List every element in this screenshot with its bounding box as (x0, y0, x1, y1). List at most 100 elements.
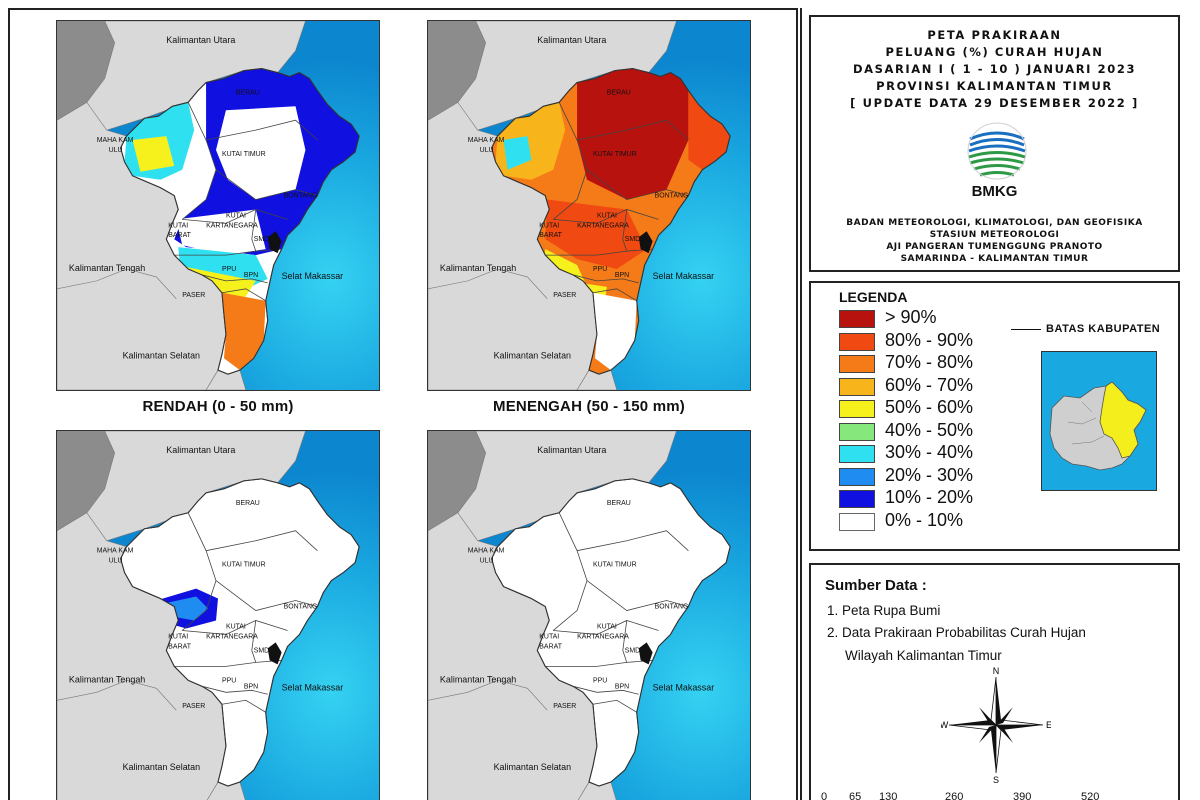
map-label-mahakam-ulu-1: MAHA KAM (97, 548, 134, 555)
district-boundary (182, 209, 288, 224)
title-panel: PETA PRAKIRAAN PELUANG (%) CURAH HUJAN D… (809, 15, 1180, 272)
map-label-bontang: BONTANG (284, 193, 318, 200)
legend-swatch (839, 490, 875, 508)
kaltim-outline (120, 68, 360, 375)
kaltim-outline (120, 478, 360, 787)
legend-swatch (839, 400, 875, 418)
district-boundary (586, 580, 689, 611)
district-boundary (553, 209, 659, 224)
scale-tick: 65 (849, 791, 862, 800)
district-boundary (576, 119, 689, 141)
scale-bar: 0 65 130 260 390 520 (819, 791, 1159, 800)
map-label-kutai-timur: KUTAI TIMUR (593, 562, 637, 569)
title-line-1: PETA PRAKIRAAN (927, 28, 1062, 42)
map-label-kalteng: Kalimantan Tengah (69, 674, 145, 684)
boundary-label: BATAS KABUPATEN (1046, 323, 1161, 335)
map-canvas: Kalimantan Utara BERAU MAHA KAM ULU KUTAI TI… (428, 431, 750, 800)
samarinda-delta (267, 642, 282, 665)
legend-swatch (839, 332, 875, 351)
map-rendah: Kalimantan Utara BERAU MAHA KAM ULU KUTAI TI… (56, 20, 380, 391)
land-outside-gray (428, 431, 486, 531)
probability-area (178, 247, 268, 289)
map-label-bontang: BONTANG (655, 604, 689, 611)
map-label-mahakam-ulu-2: ULU (480, 147, 494, 154)
map-label-ppu: PPU (222, 266, 236, 273)
probability-area (168, 596, 209, 621)
title-line-4: PROVINSI KALIMANTAN TIMUR (876, 79, 1113, 93)
map-menengah: Kalimantan Utara BERAU MAHA KAM ULU KUTAI TI… (427, 20, 751, 391)
province-boundary-line (57, 680, 177, 711)
map-label-paser: PASER (553, 703, 576, 710)
district-boundary (545, 659, 653, 667)
legend-label: 0% - 10% (885, 509, 964, 530)
map-label-paser: PASER (182, 703, 205, 710)
scale-tick: 520 (1081, 791, 1100, 800)
map-label-kalsel: Kalimantan Selatan (494, 762, 572, 772)
district-boundary (622, 620, 628, 663)
map-label-ppu: PPU (222, 677, 236, 684)
district-boundary (221, 288, 266, 302)
district-boundary (573, 685, 639, 695)
district-boundary (202, 685, 268, 695)
map-label-mahakam-ulu-2: ULU (480, 558, 494, 565)
compass-w: W (941, 720, 949, 730)
map-label-bpn: BPN (244, 683, 258, 690)
legend-label: 80% - 90% (885, 329, 974, 350)
district-boundary (215, 580, 318, 611)
map-label-kutai-barat-1: KUTAI (168, 222, 188, 229)
kaltim-outline (491, 478, 731, 787)
district-boundary (174, 659, 282, 667)
inset-locator-map (1041, 351, 1157, 491)
probability-area (688, 90, 731, 170)
map-label-berau: BERAU (236, 89, 260, 96)
legend-title: LEGENDA (839, 289, 908, 305)
compass-s: S (993, 775, 999, 785)
map-label-kutai-barat-1: KUTAI (539, 222, 559, 229)
source-item-2: 2. Data Prakiraan Probabilitas Curah Huj… (827, 625, 1086, 640)
district-boundary (215, 169, 318, 200)
agency-line-1: BADAN METEOROLOGI, KLIMATOLOGI, DAN GEOF… (846, 218, 1143, 228)
district-boundary (251, 209, 257, 252)
compass-n: N (993, 666, 1000, 676)
map-canvas: Kalimantan Utara BERAU MAHA KAM ULU KUTAI TI… (57, 431, 379, 800)
map-label-berau: BERAU (607, 89, 631, 96)
map-label-bpn: BPN (615, 272, 629, 279)
scale-tick: 390 (1013, 791, 1032, 800)
map-label-paser: PASER (553, 292, 576, 299)
map-label-mahakam-ulu-1: MAHA KAM (468, 548, 505, 555)
map-label-mahakam-ulu-2: ULU (109, 558, 123, 565)
map-label-bpn: BPN (244, 272, 258, 279)
land-outside-gray (57, 431, 115, 531)
district-boundary (545, 248, 653, 256)
legend-label: 10% - 20% (885, 487, 974, 507)
district-boundary (622, 209, 628, 252)
map-label-kutai-kartanegara-1: KUTAI (226, 623, 246, 630)
legend-swatch (839, 310, 875, 328)
legend-swatch (839, 422, 875, 441)
district-boundary (592, 699, 637, 713)
map-canvas: Kalimantan Utara BERAU MAHA KAM ULU KUTAI TI… (57, 21, 379, 390)
probability-area (592, 292, 637, 371)
map-label-kalsel: Kalimantan Selatan (494, 350, 571, 360)
land-outside-gray (57, 21, 115, 121)
map-label-kutai-barat-2: BARAT (539, 643, 562, 650)
map-label-kaltara: Kalimantan Utara (537, 35, 606, 45)
probability-area (216, 106, 306, 200)
maps-frame (8, 8, 798, 800)
map-label-paser: PASER (182, 292, 205, 299)
bmkg-logo-text: BMKG (971, 183, 1018, 200)
map-label-kaltara: Kalimantan Utara (166, 35, 235, 45)
map-caption-rendah: RENDAH (0 - 50 mm) (142, 398, 294, 415)
map-label-kutai-kartanegara-2: KARTANEGARA (206, 633, 258, 640)
district-boundary (592, 288, 637, 302)
district-boundary (205, 530, 318, 552)
legend-swatch (839, 355, 875, 373)
map-label-kutai-barat-1: KUTAI (539, 633, 559, 640)
legend-swatch (839, 377, 875, 396)
map-label-kalsel: Kalimantan Selatan (123, 762, 201, 772)
map-label-kalsel: Kalimantan Selatan (123, 350, 200, 360)
scale-tick: 130 (879, 791, 898, 800)
scale-tick: 260 (945, 791, 964, 800)
agency-line-4: SAMARINDA - KALIMANTAN TIMUR (900, 254, 1089, 264)
source-item-2-cont: Wilayah Kalimantan Timur (845, 648, 1002, 663)
